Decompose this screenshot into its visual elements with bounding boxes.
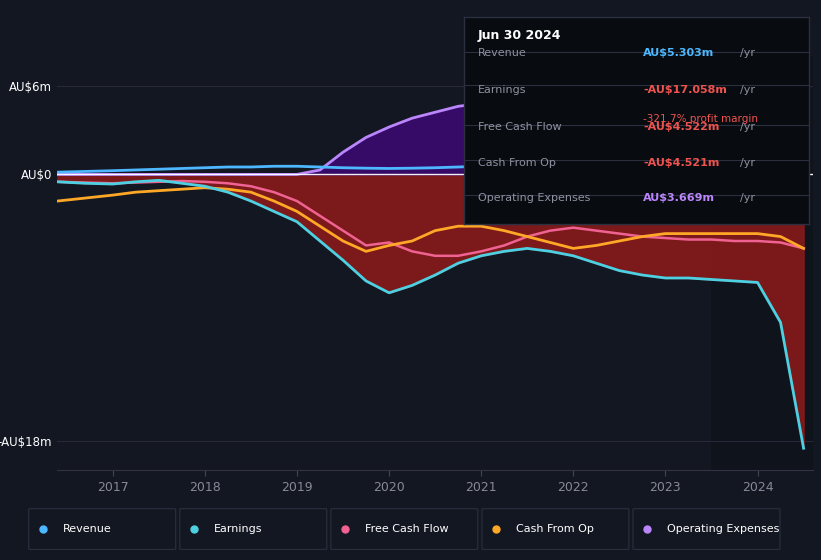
Text: -AU$4.521m: -AU$4.521m [643,158,719,167]
Text: /yr: /yr [740,48,754,58]
Text: Free Cash Flow: Free Cash Flow [365,524,449,534]
FancyBboxPatch shape [29,508,176,549]
Text: -321.7% profit margin: -321.7% profit margin [643,114,758,124]
Text: AU$5.303m: AU$5.303m [643,48,714,58]
Text: /yr: /yr [740,193,754,203]
Text: Operating Expenses: Operating Expenses [478,193,590,203]
Text: Earnings: Earnings [214,524,263,534]
Text: /yr: /yr [740,123,754,133]
FancyBboxPatch shape [180,508,327,549]
Text: -AU$4.522m: -AU$4.522m [643,123,719,133]
FancyBboxPatch shape [633,508,780,549]
Text: /yr: /yr [740,158,754,167]
Text: Operating Expenses: Operating Expenses [667,524,780,534]
Text: Revenue: Revenue [478,48,526,58]
FancyBboxPatch shape [482,508,629,549]
FancyBboxPatch shape [331,508,478,549]
Text: -AU$17.058m: -AU$17.058m [643,85,727,95]
Bar [712,56,813,470]
Text: Jun 30 2024: Jun 30 2024 [478,29,562,42]
Text: Revenue: Revenue [63,524,112,534]
Text: Free Cash Flow: Free Cash Flow [478,123,562,133]
Text: AU$3.669m: AU$3.669m [643,193,715,203]
Text: /yr: /yr [740,85,754,95]
Text: Cash From Op: Cash From Op [516,524,594,534]
Text: Earnings: Earnings [478,85,526,95]
Text: Cash From Op: Cash From Op [478,158,556,167]
